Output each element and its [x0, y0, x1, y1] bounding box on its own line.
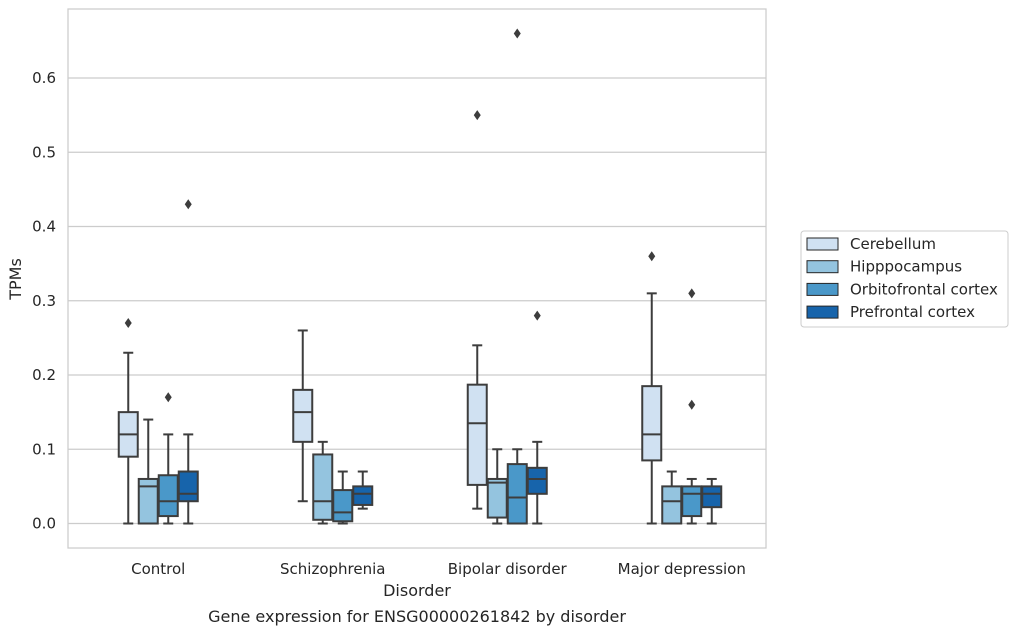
box-prefrontal-cortex-0 [177, 199, 199, 525]
box-iqr [466, 383, 488, 486]
legend-swatch [806, 237, 839, 251]
box-prefrontal-cortex-1 [352, 470, 374, 510]
box-iqr [681, 485, 703, 518]
plot-frame [67, 8, 767, 549]
legend-label: Orbitofrontal cortex [850, 280, 998, 298]
box-iqr [661, 485, 683, 525]
y-tick-label: 0.6 [32, 69, 56, 87]
box-cerebellum-0 [117, 318, 139, 525]
x-axis-label: Disorder [383, 581, 451, 600]
x-tick-label: Control [131, 560, 185, 578]
box-orbitofrontal-cortex-2 [506, 28, 528, 525]
legend-item: Hipppocampus [806, 258, 962, 276]
box-iqr [526, 466, 548, 495]
box-iqr [157, 474, 179, 518]
box-iqr [177, 470, 199, 503]
x-tick-label: Major depression [618, 560, 746, 578]
box-cerebellum-2 [466, 110, 488, 510]
outlier-point [473, 110, 481, 121]
y-axis-label: TPMs [6, 258, 25, 301]
y-gridlines [68, 77, 766, 525]
x-tick-label: Bipolar disorder [448, 560, 568, 578]
box-iqr [486, 477, 508, 519]
outlier-point [688, 288, 696, 299]
box-hipppocampus-1 [312, 440, 334, 525]
y-tick-label: 0.5 [32, 143, 56, 161]
y-tick-label: 0.4 [32, 218, 56, 236]
legend-item: Orbitofrontal cortex [806, 280, 998, 298]
y-tick-label: 0.3 [32, 292, 56, 310]
box-hipppocampus-3 [661, 470, 683, 525]
outlier-point [124, 318, 132, 329]
outlier-point [164, 392, 172, 403]
legend-frame [800, 230, 1009, 328]
legend-swatch [806, 282, 839, 296]
y-tick-labels: 0.0 0.1 0.2 0.3 0.4 0.5 0.6 [32, 69, 56, 532]
legend-label: Hipppocampus [850, 258, 962, 276]
box-iqr [332, 489, 354, 523]
y-tick-label: 0.0 [32, 515, 56, 533]
legend-label: Cerebellum [850, 235, 936, 253]
legend-swatch [806, 260, 839, 274]
box-iqr [641, 385, 663, 462]
outlier-point [184, 199, 192, 210]
outlier-point [513, 28, 521, 39]
box-iqr [701, 485, 723, 509]
box-cerebellum-3 [641, 251, 663, 525]
box-iqr [292, 388, 314, 443]
x-tick-label: Schizophrenia [280, 560, 385, 578]
box-hipppocampus-2 [486, 448, 508, 525]
box-iqr [506, 463, 528, 525]
box-prefrontal-cortex-2 [526, 310, 548, 525]
figure-caption: Gene expression for ENSG00000261842 by d… [208, 607, 626, 626]
box-orbitofrontal-cortex-3 [681, 288, 703, 525]
legend-item: Cerebellum [806, 235, 936, 253]
box-iqr [312, 453, 334, 521]
y-tick-label: 0.1 [32, 440, 56, 458]
legend-item: Prefrontal cortex [806, 303, 975, 321]
box-cerebellum-1 [292, 329, 314, 503]
legend: Cerebellum Hipppocampus Orbitofrontal cort… [800, 230, 1009, 328]
outlier-point [533, 310, 541, 321]
box-orbitofrontal-cortex-0 [157, 392, 179, 525]
legend-label: Prefrontal cortex [850, 303, 975, 321]
x-tick-labels: Control Schizophrenia Bipolar disorder Majo… [131, 560, 746, 578]
box-hipppocampus-0 [137, 418, 159, 525]
y-tick-label: 0.2 [32, 366, 56, 384]
outlier-point [688, 399, 696, 410]
box-prefrontal-cortex-3 [701, 477, 723, 525]
box-iqr [352, 485, 374, 506]
box-orbitofrontal-cortex-1 [332, 470, 354, 525]
legend-swatch [806, 305, 839, 319]
outlier-point [648, 251, 656, 262]
box-plots [117, 28, 723, 525]
